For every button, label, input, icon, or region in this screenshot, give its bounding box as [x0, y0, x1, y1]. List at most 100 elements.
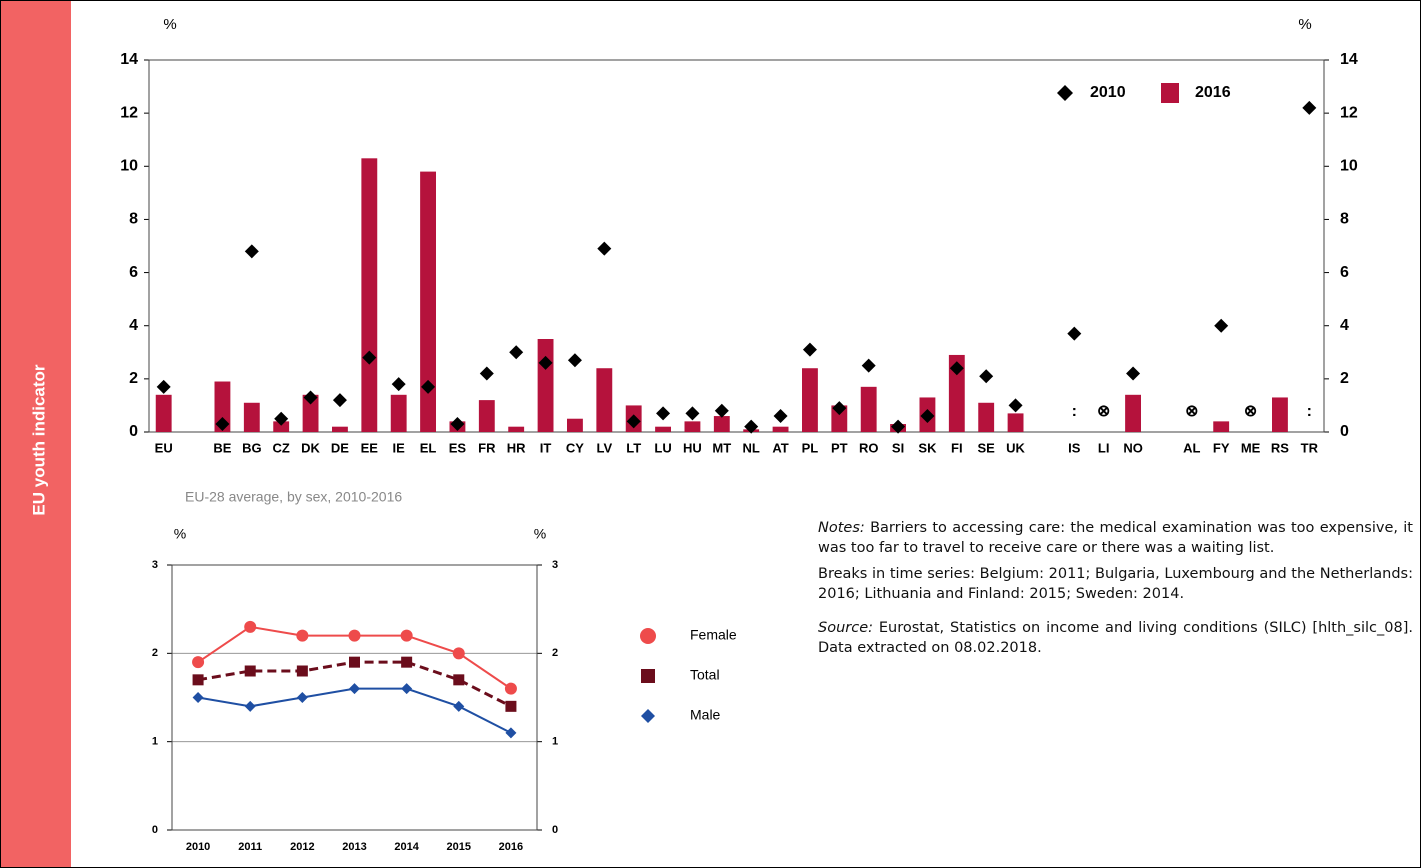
point — [192, 656, 205, 669]
point — [400, 629, 413, 642]
bar — [420, 171, 436, 432]
x-tick-label: TR — [1301, 440, 1319, 455]
x-tick-label: 2011 — [238, 841, 262, 853]
notes-label: Notes: — [818, 520, 865, 536]
point — [1214, 318, 1229, 333]
x-tick-label: EL — [420, 440, 437, 455]
y-axis-unit: % — [174, 526, 186, 542]
notes-paragraph: Notes: Barriers to accessing care: the m… — [818, 518, 1413, 558]
bar — [537, 339, 554, 432]
bar — [567, 418, 583, 432]
point — [979, 369, 994, 384]
point — [1302, 100, 1317, 115]
point — [504, 682, 517, 695]
x-tick-label: DE — [331, 440, 349, 455]
point — [714, 403, 729, 418]
point — [303, 390, 318, 405]
point — [920, 409, 935, 424]
point — [832, 401, 847, 416]
y2-tick-label: 10 — [1340, 158, 1358, 175]
y-tick-label: 0 — [152, 824, 158, 836]
point — [891, 419, 906, 434]
point — [744, 419, 759, 434]
y2-axis-unit: % — [534, 526, 546, 542]
x-tick-label: FR — [478, 440, 496, 455]
y2-tick-label: 8 — [1340, 211, 1349, 228]
point — [656, 406, 671, 421]
y2-tick-label: 2 — [1340, 370, 1349, 387]
x-tick-label: 2016 — [499, 841, 523, 853]
x-tick-label: SK — [918, 440, 937, 455]
point — [296, 629, 309, 642]
sidebar — [1, 1, 71, 867]
missing-label: : — [1307, 403, 1312, 420]
x-tick-label: FY — [1213, 440, 1230, 455]
bar — [978, 402, 995, 432]
x-tick-label: 2014 — [394, 841, 419, 853]
y-axis-unit: % — [163, 16, 176, 33]
x-tick-label: PL — [802, 440, 819, 455]
y-tick-label: 6 — [129, 264, 138, 281]
point — [192, 674, 204, 686]
point — [626, 414, 641, 429]
breaks: Breaks in time series: Belgium: 2011; Bu… — [818, 566, 1413, 602]
source-text: Eurostat, Statistics on income and livin… — [818, 620, 1413, 656]
source-label: Source: — [818, 620, 874, 636]
point — [567, 353, 582, 368]
x-tick-label: SI — [892, 440, 904, 455]
x-tick-label: LV — [596, 440, 612, 455]
legend-swatch — [641, 709, 655, 723]
y-tick-label: 3 — [152, 559, 158, 571]
legend-label: Total — [690, 667, 720, 683]
x-tick-label: FI — [951, 440, 963, 455]
point — [244, 244, 259, 259]
x-tick-label: NO — [1123, 440, 1143, 455]
x-tick-label: LT — [626, 440, 641, 455]
y-tick-label: 4 — [129, 317, 138, 334]
point — [685, 406, 700, 421]
point — [538, 355, 553, 370]
bar — [155, 394, 172, 432]
point — [450, 417, 465, 432]
line — [197, 687, 512, 734]
point — [773, 409, 788, 424]
x-tick-label: HR — [507, 440, 526, 455]
point — [421, 379, 436, 394]
bar — [713, 416, 730, 432]
y-tick-label: 0 — [129, 423, 138, 440]
legend-swatch — [1057, 85, 1073, 101]
point — [192, 692, 204, 703]
subtitle: EU-28 average, by sex, 2010-2016 — [185, 489, 402, 505]
legend-swatch — [1161, 83, 1179, 103]
plot-frame — [171, 564, 538, 831]
x-tick-label: BE — [213, 440, 231, 455]
x-tick-label: MT — [712, 440, 731, 455]
point — [401, 683, 413, 695]
bar — [948, 354, 965, 432]
point — [244, 700, 256, 712]
x-tick-label: 2015 — [447, 841, 471, 853]
point — [391, 377, 406, 392]
point — [453, 700, 465, 712]
bar — [508, 426, 525, 432]
legend-label: 2016 — [1195, 84, 1231, 101]
missing-label: : — [1072, 403, 1077, 420]
legend-swatch — [640, 628, 656, 644]
x-tick-label: EU — [155, 440, 173, 455]
point — [509, 345, 524, 360]
point — [296, 692, 308, 703]
x-tick-label: ME — [1241, 440, 1261, 455]
legend-label: Female — [690, 627, 737, 643]
y2-tick-label: 3 — [552, 559, 558, 571]
x-tick-label: RO — [859, 440, 879, 455]
point — [1008, 398, 1023, 413]
bar — [1007, 413, 1024, 432]
point — [861, 358, 876, 373]
y2-tick-label: 2 — [552, 647, 558, 659]
y-tick-label: 14 — [120, 51, 138, 68]
bar — [655, 426, 671, 432]
point — [244, 620, 257, 633]
y2-tick-label: 6 — [1340, 264, 1349, 281]
x-tick-label: CZ — [273, 440, 290, 455]
